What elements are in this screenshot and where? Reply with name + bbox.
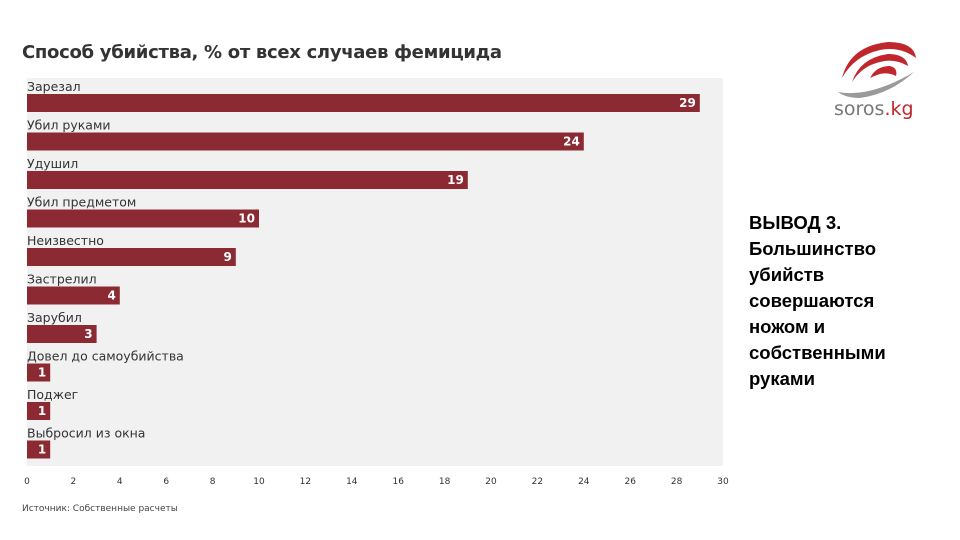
value-label: 1 <box>38 366 46 380</box>
x-tick-label: 30 <box>717 477 729 487</box>
value-label: 9 <box>223 250 231 264</box>
value-label: 19 <box>447 173 464 187</box>
x-tick-label: 8 <box>210 477 216 487</box>
category-label: Удушил <box>27 156 78 171</box>
x-tick-label: 22 <box>532 477 543 487</box>
bar <box>27 363 51 382</box>
x-tick-label: 16 <box>392 477 404 487</box>
category-label: Выбросил из окна <box>27 426 145 441</box>
logo-text-main: soros <box>834 98 885 120</box>
chart-title: Способ убийства, % от всех случаев фемиц… <box>22 42 502 63</box>
category-label: Застрелил <box>27 272 97 287</box>
bar <box>27 286 120 305</box>
logo-text-suffix: .kg <box>884 98 914 120</box>
value-label: 29 <box>679 96 696 110</box>
logo-text: soros.kg <box>834 98 914 120</box>
x-tick-label: 20 <box>485 477 497 487</box>
value-label: 1 <box>38 404 46 418</box>
bar <box>27 325 97 343</box>
conclusion-line: совершаются <box>749 290 875 311</box>
x-tick-label: 26 <box>624 477 636 487</box>
conclusion-line: ножом и <box>749 316 826 337</box>
x-tick-label: 0 <box>24 477 30 487</box>
x-tick-label: 24 <box>578 477 590 487</box>
conclusion-line: руками <box>749 368 815 389</box>
bar <box>27 171 468 189</box>
category-label: Убил предметом <box>27 195 136 210</box>
value-label: 24 <box>563 135 580 149</box>
value-label: 10 <box>238 212 255 226</box>
source-note: Источник: Собственные расчеты <box>22 504 178 514</box>
category-label: Неизвестно <box>27 233 104 248</box>
soros-logo-icon <box>838 42 916 98</box>
value-label: 1 <box>38 443 46 457</box>
value-label: 3 <box>84 327 92 341</box>
x-tick-label: 12 <box>300 477 311 487</box>
x-tick-label: 10 <box>253 477 265 487</box>
category-label: Зарубил <box>27 310 82 325</box>
bar <box>27 209 259 228</box>
x-tick-label: 6 <box>163 477 169 487</box>
bar <box>27 132 584 151</box>
category-label: Зарезал <box>27 79 81 94</box>
x-tick-label: 18 <box>439 477 451 487</box>
category-label: Довел до самоубийства <box>27 349 184 364</box>
bar <box>27 94 700 112</box>
category-label: Убил руками <box>27 118 111 133</box>
conclusion-text: ВЫВОД 3. Большинство убийств совершаются… <box>749 210 949 392</box>
conclusion-line: Большинство <box>749 238 877 259</box>
bar <box>27 440 51 459</box>
conclusion-line: ВЫВОД 3. <box>749 212 842 233</box>
category-label: Поджег <box>27 387 78 402</box>
value-label: 4 <box>107 289 115 303</box>
x-tick-label: 28 <box>671 477 683 487</box>
conclusion-line: собственными <box>749 342 886 363</box>
bar <box>27 248 236 266</box>
x-tick-label: 2 <box>71 477 77 487</box>
conclusion-line: убийств <box>749 264 825 285</box>
bar <box>27 402 51 420</box>
x-tick-label: 4 <box>117 477 123 487</box>
x-tick-label: 14 <box>346 477 358 487</box>
